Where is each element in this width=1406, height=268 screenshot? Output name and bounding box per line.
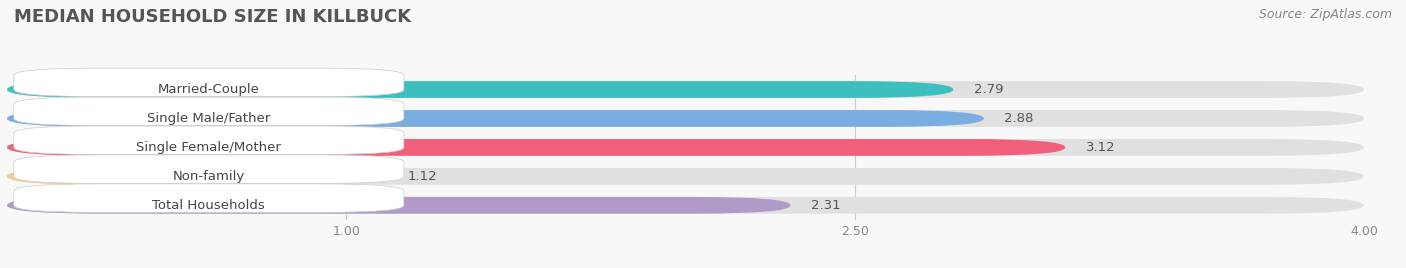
FancyBboxPatch shape (7, 81, 953, 98)
FancyBboxPatch shape (14, 126, 404, 155)
Text: 2.79: 2.79 (974, 83, 1004, 96)
Text: 2.31: 2.31 (811, 199, 841, 212)
Text: Non-family: Non-family (173, 170, 245, 183)
Text: Single Male/Father: Single Male/Father (148, 112, 270, 125)
FancyBboxPatch shape (7, 139, 1364, 156)
Text: 2.88: 2.88 (1004, 112, 1033, 125)
Text: Married-Couple: Married-Couple (157, 83, 260, 96)
FancyBboxPatch shape (7, 197, 1364, 214)
FancyBboxPatch shape (7, 168, 387, 185)
FancyBboxPatch shape (7, 81, 1364, 98)
Text: Total Households: Total Households (152, 199, 266, 212)
FancyBboxPatch shape (14, 97, 404, 126)
FancyBboxPatch shape (14, 155, 404, 184)
Text: Single Female/Mother: Single Female/Mother (136, 141, 281, 154)
FancyBboxPatch shape (7, 110, 1364, 127)
Text: MEDIAN HOUSEHOLD SIZE IN KILLBUCK: MEDIAN HOUSEHOLD SIZE IN KILLBUCK (14, 8, 411, 26)
FancyBboxPatch shape (7, 110, 984, 127)
Text: Source: ZipAtlas.com: Source: ZipAtlas.com (1258, 8, 1392, 21)
FancyBboxPatch shape (7, 139, 1066, 156)
Text: 1.12: 1.12 (408, 170, 437, 183)
FancyBboxPatch shape (7, 197, 790, 214)
FancyBboxPatch shape (14, 184, 404, 213)
FancyBboxPatch shape (7, 168, 1364, 185)
FancyBboxPatch shape (14, 68, 404, 97)
Text: 3.12: 3.12 (1085, 141, 1115, 154)
